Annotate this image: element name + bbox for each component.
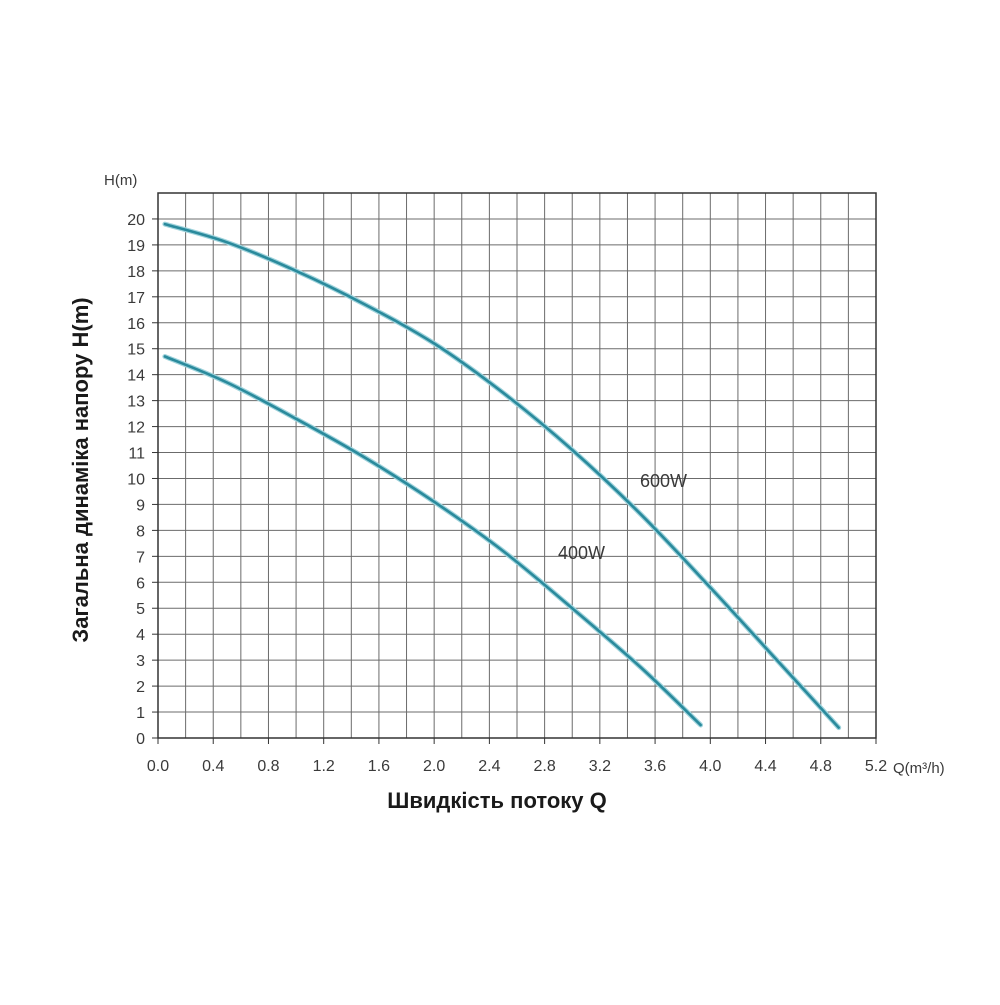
y-tick-label: 8 xyxy=(136,523,145,540)
y-tick-label: 7 xyxy=(136,549,145,566)
y-tick-label: 18 xyxy=(127,264,145,281)
grid xyxy=(158,193,876,738)
y-tick-label: 15 xyxy=(127,342,145,359)
y-tick-label: 0 xyxy=(136,731,145,748)
y-unit-label: H(m) xyxy=(104,172,137,189)
x-tick-label: 3.2 xyxy=(589,758,611,775)
x-tick-label: 1.2 xyxy=(313,758,335,775)
x-tick-label: 1.6 xyxy=(368,758,390,775)
y-axis-title: Загальна динаміка напору H(m) xyxy=(68,297,93,642)
y-tick-label: 1 xyxy=(136,705,145,722)
y-tick-label: 13 xyxy=(127,394,145,411)
series-label-600w: 600W xyxy=(640,471,687,491)
y-tick-label: 11 xyxy=(128,446,145,463)
x-unit-label: Q(m³/h) xyxy=(893,760,945,777)
series-label-400w: 400W xyxy=(558,543,605,563)
x-axis-title: Швидкість потоку Q xyxy=(387,788,606,813)
x-tick-label: 2.4 xyxy=(478,758,500,775)
x-tick-label: 4.8 xyxy=(810,758,832,775)
y-tick-label: 14 xyxy=(127,368,145,385)
x-tick-label: 4.0 xyxy=(699,758,721,775)
y-tick-label: 10 xyxy=(127,471,145,488)
series-line-halo xyxy=(162,354,704,728)
y-tick-label: 2 xyxy=(136,679,145,696)
series: 600W 400W xyxy=(162,221,842,731)
plot-frame xyxy=(157,192,877,739)
labels: H(m) Q(m³/h) Швидкість потоку Q Загальна… xyxy=(68,172,945,813)
x-tick-label: 0.0 xyxy=(147,758,169,775)
y-tick-label: 12 xyxy=(127,420,145,437)
x-tick-label: 2.8 xyxy=(533,758,555,775)
series-line-600w xyxy=(163,222,840,729)
y-tick-label: 16 xyxy=(127,316,145,333)
y-tick-label: 20 xyxy=(127,212,145,229)
ticks: 0.0 0.4 0.8 1.2 1.6 2.0 2.4 2.8 3.2 3.6 4.0 4.4 4.8 5… xyxy=(127,212,887,775)
y-tick-label: 4 xyxy=(136,627,145,644)
x-tick-label: 0.8 xyxy=(257,758,279,775)
y-tick-label: 5 xyxy=(136,601,145,618)
x-tick-label: 3.6 xyxy=(644,758,666,775)
x-tick-label: 0.4 xyxy=(202,758,224,775)
y-tick-label: 3 xyxy=(136,653,145,670)
y-tick-label: 9 xyxy=(136,497,145,514)
y-tick-label: 6 xyxy=(136,575,145,592)
x-tick-label: 4.4 xyxy=(754,758,776,775)
x-tick-label: 5.2 xyxy=(865,758,887,775)
y-tick-label: 17 xyxy=(127,290,145,307)
series-line-400w xyxy=(163,355,702,727)
y-tick-label: 19 xyxy=(127,238,145,255)
x-tick-label: 2.0 xyxy=(423,758,445,775)
